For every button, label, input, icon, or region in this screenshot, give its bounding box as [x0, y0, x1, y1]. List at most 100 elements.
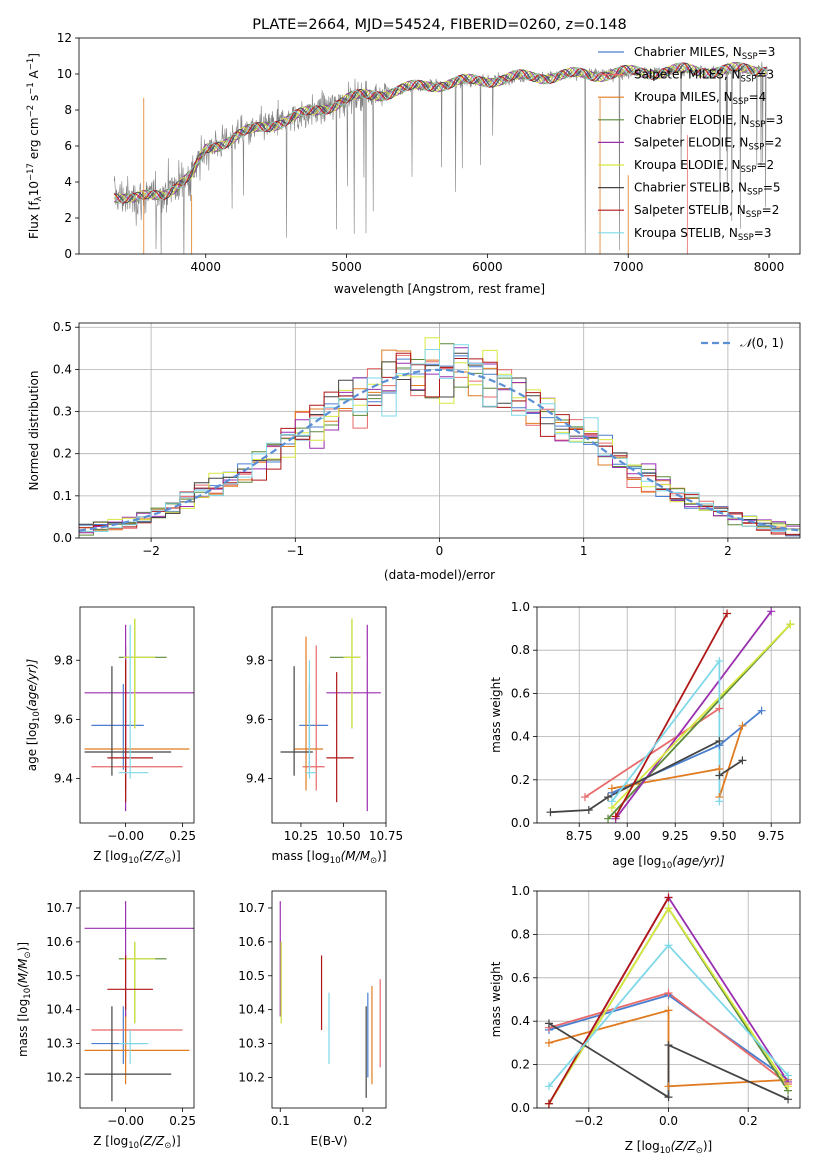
weight-point-marker	[715, 771, 724, 780]
age-vs-mass-xlabel-part: ⊙	[370, 856, 377, 866]
legend-entry-part: =3	[754, 226, 772, 240]
age-vs-mass-panel: 10.25 10.50 10.75 9.4 9.6 9.8 mass [log10(M/M⊙…	[246, 606, 403, 866]
weight-point-marker	[715, 736, 724, 745]
spectrum-panel-xtick-label: 5000	[331, 260, 362, 274]
weight-point-marker	[715, 657, 724, 665]
age-vs-z-panel-ytick-label: 9.8	[54, 653, 73, 667]
mass-weight-vs-z-panel-xtick-label: −0.2	[574, 1114, 603, 1128]
age-vs-z-panel-plot-area	[84, 618, 194, 812]
age-vs-mass-xlabel-part: (M/M	[341, 849, 371, 863]
spectrum-panel-xtick-label: 4000	[190, 260, 221, 274]
mass-vs-z-ylabel-part: (M/M	[16, 958, 30, 988]
legend-entry: Chabrier ELODIE, NSSP=3	[634, 113, 783, 130]
mass-vs-z-xlabel-part: )]	[171, 1134, 180, 1148]
weight-point-marker	[607, 797, 616, 806]
mass-vs-ebv-panel-frame	[271, 890, 387, 1109]
age-vs-mass-xlabel-part: 10	[330, 856, 341, 866]
legend-entry-part: =3	[766, 113, 784, 127]
mass-weight-vs-z-xlabel-part: Z [log	[625, 1139, 660, 1153]
spectrum-panel-ytick-label: 10	[57, 67, 72, 81]
mass-weight-vs-z-panel-ytick-label: 0.4	[511, 1014, 530, 1028]
weight-point-marker	[607, 784, 616, 793]
weight-point-marker	[544, 1082, 553, 1091]
weight-point-marker	[664, 988, 673, 997]
age-vs-z-xlabel: Z [log10(Z/Z⊙)]	[93, 849, 181, 866]
mass-vs-ebv-panel-xtick-label: 0.1	[271, 1114, 290, 1128]
mass-weight-vs-z-panel-xtick-label: 0.2	[739, 1114, 758, 1128]
legend-entry-part: =4	[749, 90, 767, 104]
mass-vs-z-panel-ytick-label: 10.3	[46, 1037, 73, 1051]
mass-vs-z-panel-ytick-label: 10.6	[46, 935, 73, 949]
spectrum-ylabel-part: ]	[27, 53, 41, 58]
legend-entry-part: SSP	[733, 97, 749, 107]
weight-point-marker	[664, 1006, 673, 1015]
mass-weight-vs-age-panel-xtick-label: 9.75	[758, 829, 785, 843]
mass-vs-z-ylabel: mass [log10(M/M⊙)]	[16, 942, 33, 1057]
weight-series-line	[548, 1022, 789, 1101]
spectrum-ylabel-part: −2	[26, 105, 36, 118]
weight-point-marker	[715, 704, 724, 713]
spectrum-panel-ytick-label: 6	[64, 139, 72, 153]
mass-weight-vs-age-panel-xtick-label: 8.75	[566, 829, 593, 843]
weight-point-marker	[604, 793, 613, 802]
weight-point-marker	[784, 1071, 793, 1080]
legend-entry-part: SSP	[748, 142, 764, 152]
mass-weight-vs-age-panel-ytick-label: 0.6	[511, 686, 530, 700]
age-vs-z-panel-ytick-label: 9.4	[54, 772, 73, 786]
mass-weight-vs-age-panel-xtick-label: 9.50	[710, 829, 737, 843]
mass-vs-z-xlabel-part: ⊙	[164, 1141, 171, 1151]
mass-vs-ebv-panel-ytick-label: 10.5	[238, 969, 265, 983]
residuals-panel-plot-area	[79, 323, 800, 538]
mass-vs-ebv-panel-ytick-label: 10.7	[238, 901, 265, 915]
mass-weight-vs-z-panel-plot-area	[537, 891, 800, 1108]
age-vs-mass-panel-ytick-label: 9.4	[246, 772, 265, 786]
model-spectrum-line	[113, 62, 767, 204]
residuals-panel-ytick-label: 0.2	[53, 447, 72, 461]
spectrum-panel-ytick-label: 4	[64, 175, 72, 189]
legend-entry-part: Kroupa ELODIE, N	[634, 158, 741, 172]
mass-vs-z-panel-ytick-label: 10.4	[46, 1003, 73, 1017]
weight-point-marker	[544, 1019, 553, 1028]
mass-vs-z-panel-ytick-label: 10.7	[46, 901, 73, 915]
mass-weight-vs-age-panel-xtick-label: 9.00	[614, 829, 641, 843]
spectrum-panel-ytick-label: 0	[64, 247, 72, 261]
legend-entry-part: SSP	[747, 188, 763, 198]
mass-weight-vs-age-xlabel: age [log10(age/yr)]	[612, 854, 725, 871]
legend-entry-part: Chabrier STELIB, N	[634, 181, 747, 195]
legend-entry: Salpeter ELODIE, NSSP=2	[634, 135, 782, 152]
spectrum-panel-xtick-label: 8000	[754, 260, 785, 274]
legend-entry: Salpeter STELIB, NSSP=2	[634, 203, 779, 220]
mass-weight-vs-z-xlabel-part: (Z/Z	[671, 1139, 697, 1153]
weight-point-marker	[784, 1082, 793, 1091]
age-vs-mass-xlabel-part: mass [log	[271, 849, 329, 863]
spectrum-ylabel-part: 10	[27, 181, 41, 196]
mass-vs-ebv-panel-ytick-label: 10.2	[238, 1070, 265, 1084]
age-vs-mass-panel-ytick-label: 9.6	[246, 712, 265, 726]
mass-vs-z-panel-ytick-label: 10.2	[46, 1070, 73, 1084]
mass-weight-vs-z-panel-ytick-label: 0.0	[511, 1101, 530, 1115]
mass-weight-vs-age-panel-ytick-label: 0.8	[511, 643, 530, 657]
age-vs-mass-panel-xtick-label: 10.75	[369, 829, 403, 843]
legend-entry: Chabrier STELIB, NSSP=5	[634, 181, 781, 198]
mass-vs-z-panel-ytick-label: 10.5	[46, 969, 73, 983]
age-vs-z-panel-ytick-label: 9.6	[54, 712, 73, 726]
weight-point-marker	[784, 1095, 793, 1104]
age-vs-z-xlabel-part: 10	[128, 856, 139, 866]
spectrum-ylabel-part: s	[27, 95, 41, 105]
weight-series-line	[614, 610, 772, 820]
legend-entry-part: Salpeter MILES, N	[634, 68, 741, 82]
residuals-panel-xtick-label: 2	[724, 544, 732, 558]
legend-entry-part: (0, 1)	[752, 336, 784, 350]
age-vs-z-panel: −0.00 0.259.49.69.8Z [log10(Z/Z⊙)]age [lo…	[25, 606, 196, 866]
weight-series-line	[614, 613, 728, 817]
spectrum-ylabel-part: A	[27, 69, 41, 82]
legend-entry: Salpeter MILES, NSSP=3	[634, 68, 774, 85]
mass-weight-vs-age-panel-plot-area	[537, 607, 800, 823]
mass-vs-ebv-panel-ytick-label: 10.6	[238, 935, 265, 949]
legend-entry-part: Kroupa MILES, N	[634, 90, 733, 104]
age-vs-z-xlabel-part: Z [log	[93, 849, 128, 863]
age-vs-z-ylabel: age [log10(age/yr)]	[25, 658, 42, 771]
age-vs-z-panel-xtick-label: −0.00	[107, 829, 144, 843]
residuals-panel-ytick-label: 0.1	[53, 489, 72, 503]
